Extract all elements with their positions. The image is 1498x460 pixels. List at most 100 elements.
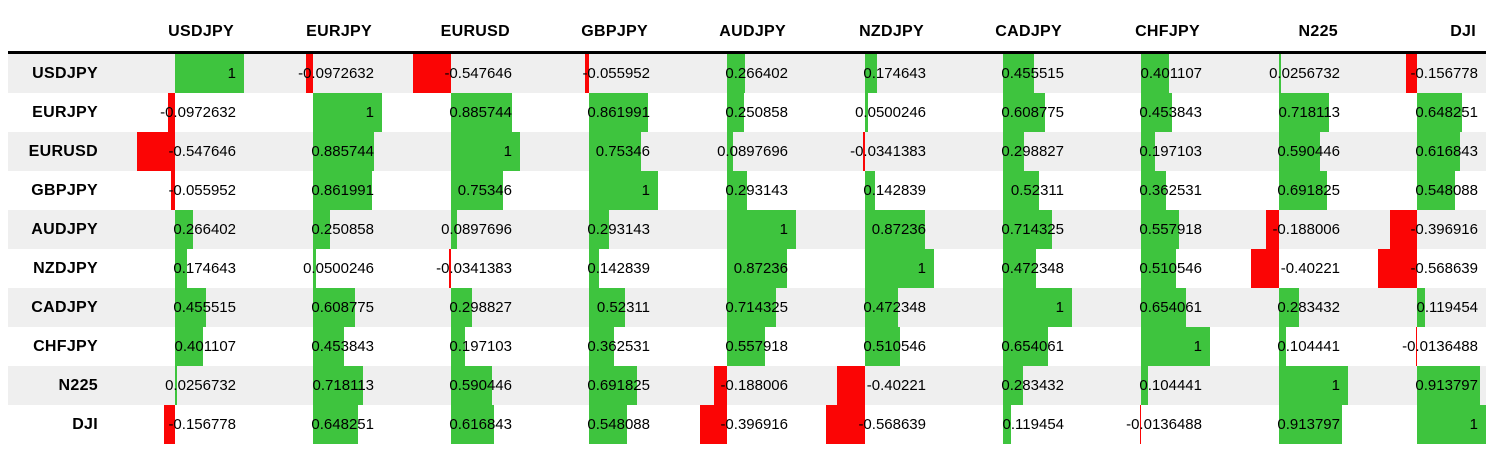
matrix-cell-usdjpy-audjpy: 0.266402 <box>658 54 796 93</box>
cell-value: 0.401107 <box>1140 65 1202 82</box>
cell-value: 0.510546 <box>863 338 926 355</box>
cell-value: 0.453843 <box>311 338 374 355</box>
cell-value: 1 <box>779 221 788 238</box>
cell-value: -0.0972632 <box>160 104 236 121</box>
matrix-cell-nzdjpy-nzdjpy: 1 <box>796 249 934 288</box>
matrix-cell-n225-n225: 1 <box>1210 366 1348 405</box>
cell-value: 0.75346 <box>457 182 512 199</box>
cell-value: 0.362531 <box>587 338 650 355</box>
cell-value: 0.557918 <box>1139 221 1202 238</box>
cell-value: 0.714325 <box>725 299 788 316</box>
matrix-cell-gbpjpy-usdjpy: -0.055952 <box>106 171 244 210</box>
cell-value: 0.861991 <box>587 104 650 121</box>
cell-value: 0.401107 <box>174 338 236 355</box>
positive-data-bar <box>865 171 875 210</box>
negative-data-bar <box>164 405 175 444</box>
matrix-row-nzdjpy: NZDJPY 0.174643 0.0500246 -0.0341383 0.14283… <box>8 249 1486 288</box>
cell-value: 0.52311 <box>1010 182 1064 199</box>
positive-data-bar <box>589 327 614 366</box>
matrix-cell-usdjpy-chfjpy: 0.401107 <box>1072 54 1210 93</box>
positive-data-bar <box>1003 249 1036 288</box>
cell-value: 0.75346 <box>595 143 650 160</box>
negative-data-bar <box>137 132 175 171</box>
positive-data-bar <box>1003 132 1024 171</box>
matrix-cell-audjpy-cadjpy: 0.714325 <box>934 210 1072 249</box>
matrix-cell-eurusd-cadjpy: 0.298827 <box>934 132 1072 171</box>
matrix-cell-cadjpy-cadjpy: 1 <box>934 288 1072 327</box>
positive-data-bar <box>175 249 188 288</box>
matrix-cell-eurjpy-dji: 0.648251 <box>1348 93 1486 132</box>
matrix-cell-audjpy-usdjpy: 0.266402 <box>106 210 244 249</box>
matrix-row-chfjpy: CHFJPY 0.401107 0.453843 0.197103 0.362531 0.… <box>8 327 1486 366</box>
negative-data-bar <box>1416 327 1417 366</box>
positive-data-bar <box>451 210 458 249</box>
matrix-cell-eurusd-nzdjpy: -0.0341383 <box>796 132 934 171</box>
correlation-matrix-table: USDJPY EURJPY EURUSD GBPJPY AUDJPY NZDJPY CADJ… <box>8 0 1486 444</box>
row-label-eurusd: EURUSD <box>28 143 98 160</box>
matrix-cell-usdjpy-n225: 0.0256732 <box>1210 54 1348 93</box>
positive-data-bar <box>175 54 244 93</box>
matrix-cell-dji-gbpjpy: 0.548088 <box>520 405 658 444</box>
matrix-cell-chfjpy-eurjpy: 0.453843 <box>244 327 382 366</box>
positive-data-bar <box>1279 171 1327 210</box>
cell-value: 1 <box>503 143 512 160</box>
matrix-row-audjpy: AUDJPY 0.266402 0.250858 0.0897696 0.293143 1… <box>8 210 1486 249</box>
column-header-n225: N225 <box>1298 22 1338 40</box>
row-label-audjpy: AUDJPY <box>31 221 98 238</box>
matrix-cell-nzdjpy-usdjpy: 0.174643 <box>106 249 244 288</box>
matrix-cell-usdjpy-dji: -0.156778 <box>1348 54 1486 93</box>
positive-data-bar <box>1141 249 1177 288</box>
positive-data-bar <box>1279 327 1287 366</box>
matrix-cell-eurjpy-audjpy: 0.250858 <box>658 93 796 132</box>
matrix-cell-gbpjpy-eurusd: 0.75346 <box>382 171 520 210</box>
cell-value: -0.396916 <box>720 416 788 433</box>
matrix-cell-cadjpy-nzdjpy: 0.472348 <box>796 288 934 327</box>
cell-value: -0.0341383 <box>850 143 926 160</box>
cell-value: -0.0341383 <box>436 260 512 277</box>
cell-value: 0.0897696 <box>441 221 512 238</box>
matrix-cell-gbpjpy-gbpjpy: 1 <box>520 171 658 210</box>
positive-data-bar <box>727 327 766 366</box>
matrix-cell-gbpjpy-nzdjpy: 0.142839 <box>796 171 934 210</box>
cell-value: -0.188006 <box>720 377 788 394</box>
matrix-cell-audjpy-eurusd: 0.0897696 <box>382 210 520 249</box>
positive-data-bar <box>451 93 513 132</box>
matrix-cell-dji-n225: 0.913797 <box>1210 405 1348 444</box>
matrix-cell-usdjpy-nzdjpy: 0.174643 <box>796 54 934 93</box>
cell-value: 0.548088 <box>587 416 650 433</box>
cell-value: 0.714325 <box>1001 221 1064 238</box>
positive-data-bar <box>589 210 610 249</box>
positive-data-bar <box>1003 288 1072 327</box>
cell-value: 0.453843 <box>1139 104 1202 121</box>
matrix-cell-dji-usdjpy: -0.156778 <box>106 405 244 444</box>
matrix-cell-eurusd-eurjpy: 0.885744 <box>244 132 382 171</box>
positive-data-bar <box>1417 132 1460 171</box>
cell-value: 0.608775 <box>311 299 374 316</box>
positive-data-bar <box>1003 366 1023 405</box>
positive-data-bar <box>1279 93 1329 132</box>
matrix-cell-gbpjpy-audjpy: 0.293143 <box>658 171 796 210</box>
column-header-dji: DJI <box>1450 22 1476 40</box>
cell-value: -0.40221 <box>866 377 926 394</box>
matrix-cell-nzdjpy-dji: -0.568639 <box>1348 249 1486 288</box>
cell-value: 0.119454 <box>1002 416 1064 433</box>
matrix-cell-chfjpy-n225: 0.104441 <box>1210 327 1348 366</box>
matrix-cell-nzdjpy-n225: -0.40221 <box>1210 249 1348 288</box>
column-header-eurjpy: EURJPY <box>306 22 372 40</box>
positive-data-bar <box>1141 93 1173 132</box>
negative-data-bar <box>168 93 175 132</box>
positive-data-bar <box>313 249 317 288</box>
matrix-row-cadjpy: CADJPY 0.455515 0.608775 0.298827 0.52311 0.7… <box>8 288 1486 327</box>
cell-value: 0.362531 <box>1139 182 1202 199</box>
positive-data-bar <box>175 210 194 249</box>
matrix-cell-chfjpy-eurusd: 0.197103 <box>382 327 520 366</box>
matrix-header-row: USDJPY EURJPY EURUSD GBPJPY AUDJPY NZDJPY CADJ… <box>8 0 1486 54</box>
positive-data-bar <box>865 327 901 366</box>
column-header-usdjpy: USDJPY <box>168 22 234 40</box>
cell-value: 0.654061 <box>1001 338 1064 355</box>
cell-value: 0.298827 <box>449 299 512 316</box>
cell-value: 0.590446 <box>1277 143 1340 160</box>
matrix-row-gbpjpy: GBPJPY -0.055952 0.861991 0.75346 1 0.293143 0… <box>8 171 1486 210</box>
matrix-cell-n225-usdjpy: 0.0256732 <box>106 366 244 405</box>
cell-value: 0.293143 <box>725 182 788 199</box>
